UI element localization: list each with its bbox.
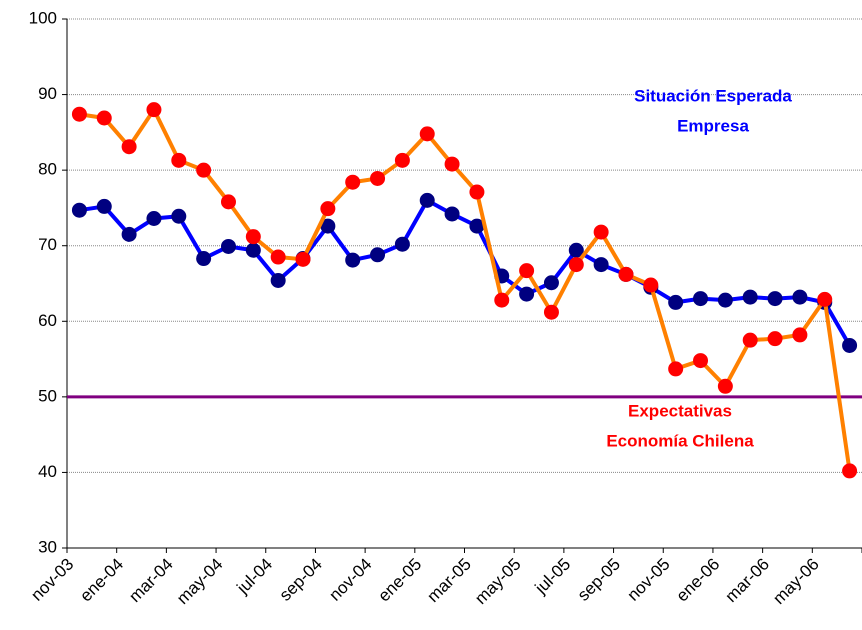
marker (817, 291, 833, 307)
marker (742, 289, 758, 305)
marker (668, 294, 684, 310)
x-tick-label: may-06 (769, 555, 823, 609)
marker (245, 242, 261, 258)
marker (96, 110, 112, 126)
marker (121, 139, 137, 155)
x-tick-label: may-04 (173, 555, 227, 609)
y-tick-label: 90 (38, 84, 57, 103)
marker (245, 229, 261, 245)
marker (370, 170, 386, 186)
marker (419, 192, 435, 208)
y-tick-label: 100 (29, 8, 57, 27)
annotation: Empresa (677, 116, 749, 135)
x-tick-label: nov-05 (623, 555, 673, 605)
marker (842, 337, 858, 353)
marker (345, 174, 361, 190)
marker (742, 332, 758, 348)
marker (270, 249, 286, 265)
marker (568, 257, 584, 273)
marker (71, 106, 87, 122)
marker (543, 275, 559, 291)
marker (320, 201, 336, 217)
marker (370, 247, 386, 263)
x-tick-label: mar-05 (423, 555, 475, 607)
x-tick-label: ene-05 (374, 555, 425, 606)
marker (643, 277, 659, 293)
marker (270, 272, 286, 288)
y-tick-label: 30 (38, 537, 57, 556)
marker (792, 289, 808, 305)
x-tick-label: sep-04 (276, 555, 326, 605)
x-tick-label: nov-04 (325, 555, 375, 605)
x-tick-label: jul-04 (233, 555, 277, 599)
marker (693, 291, 709, 307)
marker (717, 378, 733, 394)
annotation: Expectativas (628, 401, 732, 420)
marker (444, 206, 460, 222)
x-tick-label: ene-06 (672, 555, 723, 606)
y-tick-label: 50 (38, 386, 57, 405)
marker (444, 156, 460, 172)
marker (519, 286, 535, 302)
marker (121, 226, 137, 242)
annotation: Situación Esperada (634, 86, 792, 105)
marker (668, 361, 684, 377)
x-tick-label: may-05 (471, 555, 525, 609)
marker (295, 251, 311, 267)
y-tick-label: 80 (38, 160, 57, 179)
annotation: Economía Chilena (606, 431, 754, 450)
marker (469, 184, 485, 200)
marker (618, 266, 634, 282)
marker (543, 304, 559, 320)
marker (196, 162, 212, 178)
series-line (79, 198, 852, 347)
marker (494, 292, 510, 308)
marker (96, 198, 112, 214)
marker (146, 102, 162, 118)
marker (419, 126, 435, 142)
marker (792, 327, 808, 343)
marker (767, 331, 783, 347)
marker (171, 208, 187, 224)
x-tick-label: mar-06 (722, 555, 774, 607)
marker (220, 238, 236, 254)
marker (693, 353, 709, 369)
marker (146, 211, 162, 227)
marker (71, 202, 87, 218)
y-tick-label: 70 (38, 235, 57, 254)
marker (394, 152, 410, 168)
marker (394, 236, 410, 252)
marker (593, 257, 609, 273)
marker (717, 292, 733, 308)
marker (593, 224, 609, 240)
x-tick-label: jul-05 (531, 555, 575, 599)
x-tick-label: ene-04 (76, 555, 127, 606)
series-line (79, 107, 852, 472)
x-tick-label: sep-05 (574, 555, 624, 605)
x-tick-label: mar-04 (125, 555, 177, 607)
marker (519, 263, 535, 279)
marker (345, 252, 361, 268)
x-tick-label: nov-03 (27, 555, 77, 605)
y-tick-label: 40 (38, 462, 57, 481)
marker (171, 152, 187, 168)
marker (842, 463, 858, 479)
marker (767, 291, 783, 307)
y-tick-label: 60 (38, 311, 57, 330)
marker (220, 194, 236, 210)
marker (196, 251, 212, 267)
